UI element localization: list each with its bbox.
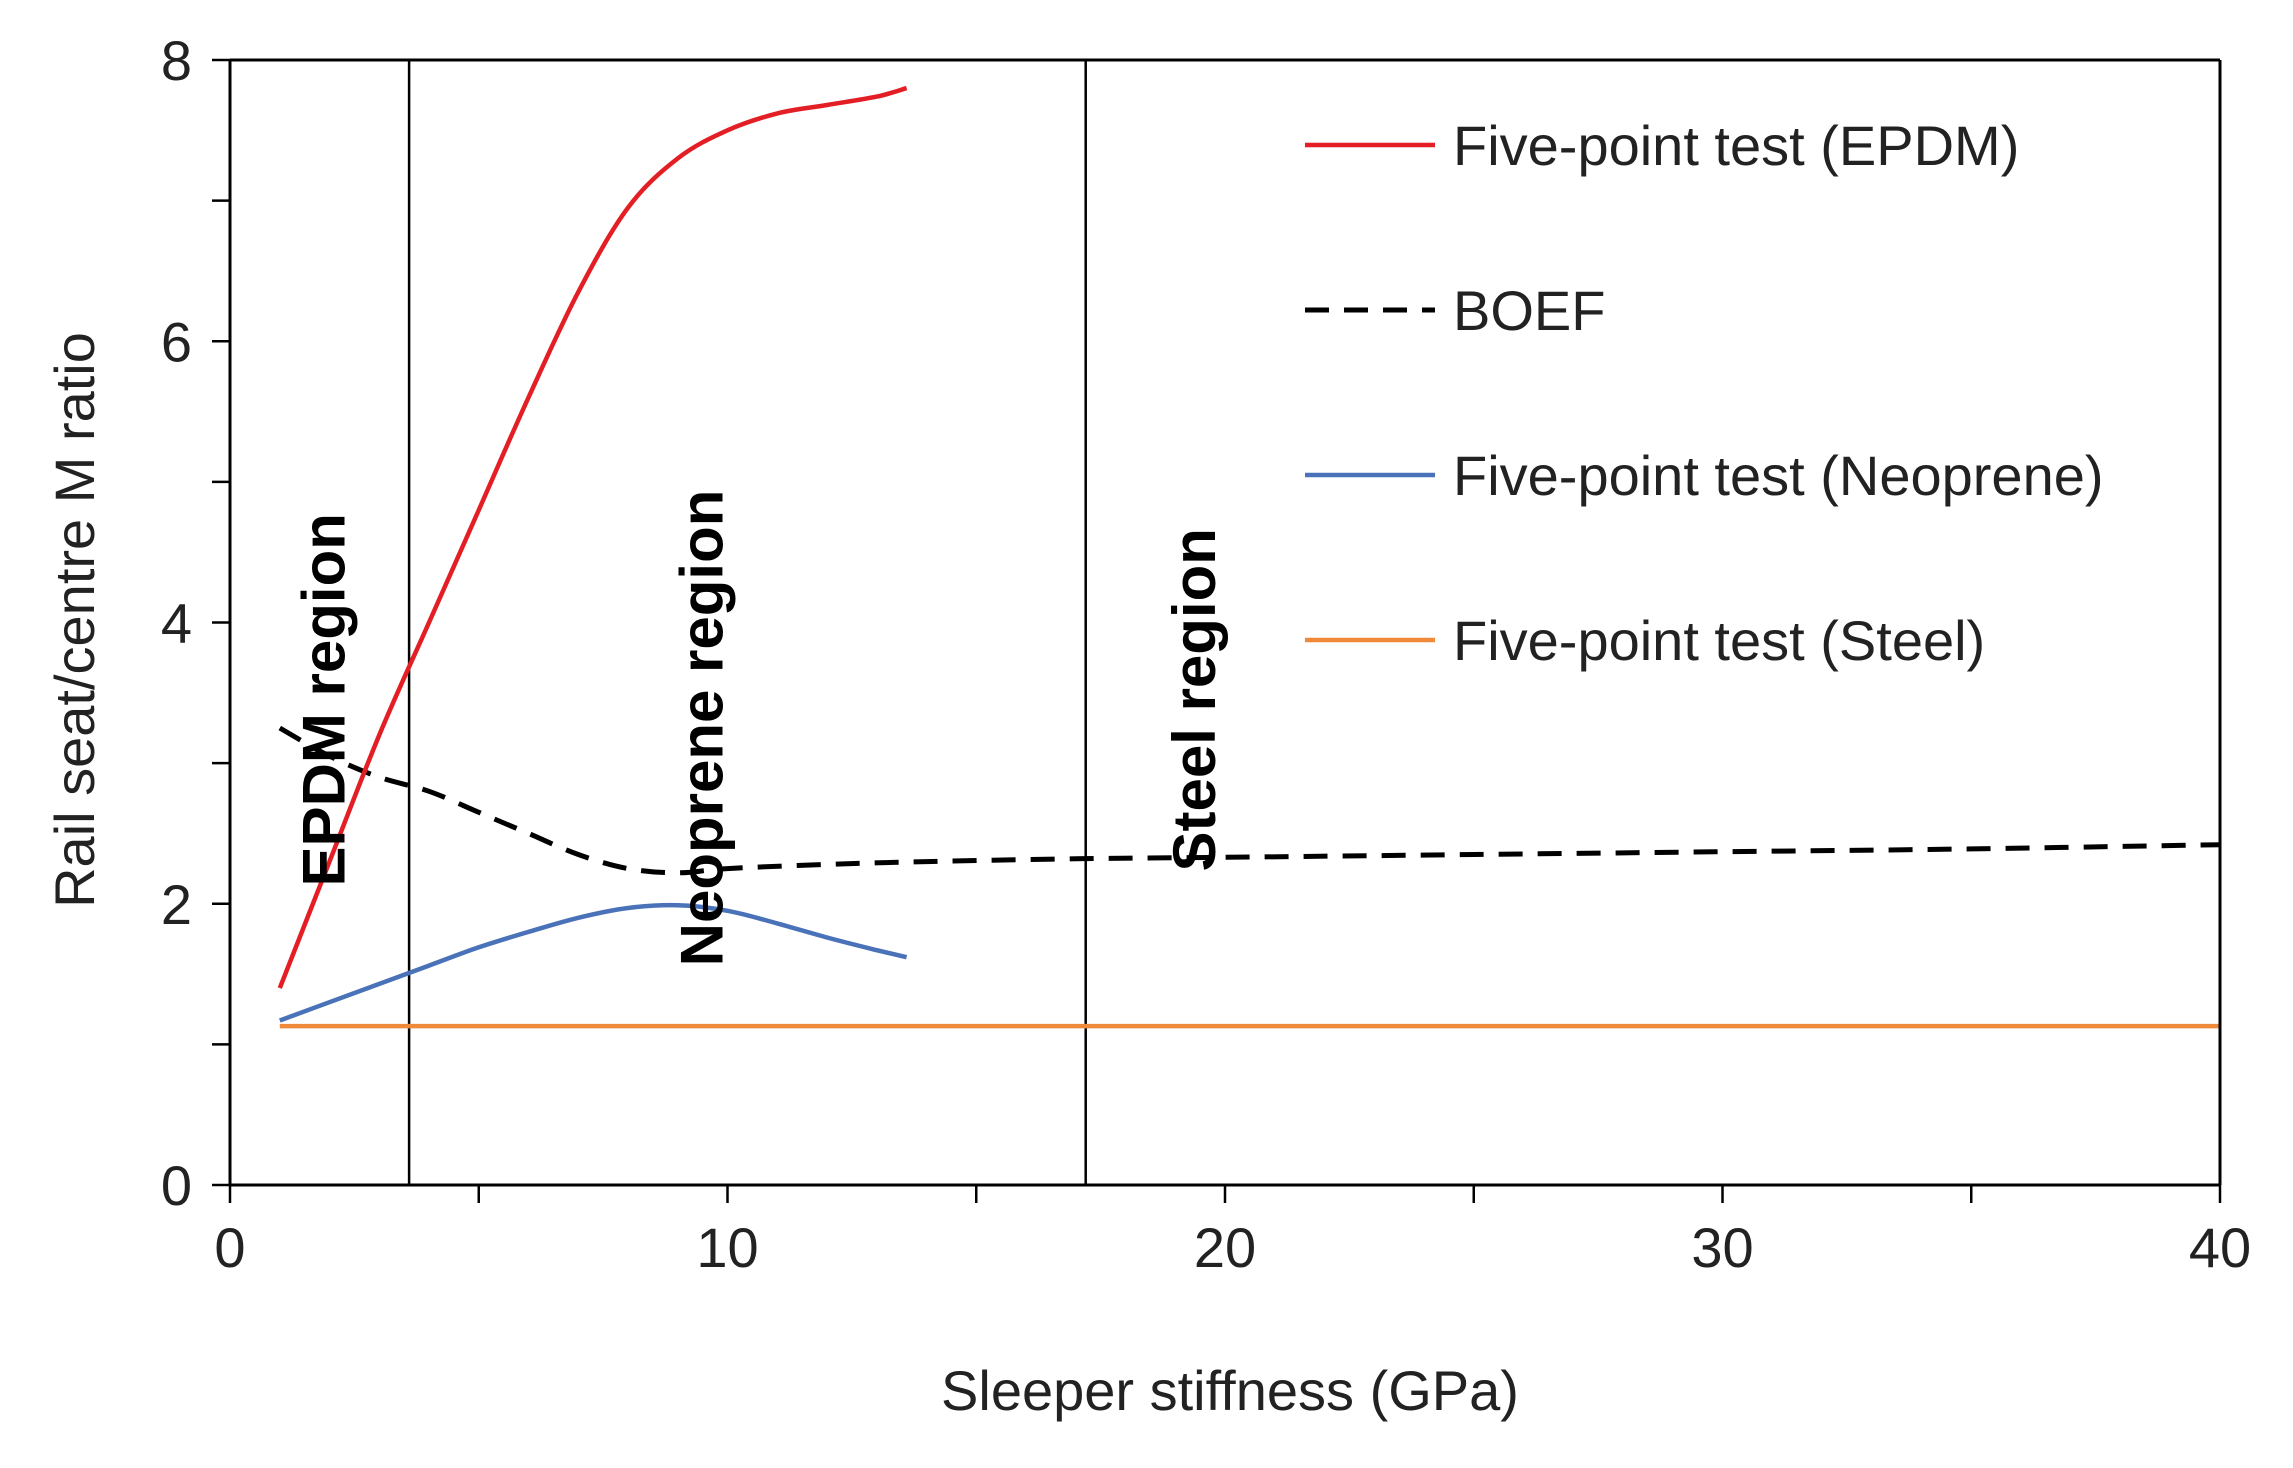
axes	[228, 58, 2222, 1187]
y-axis-title: Rail seat/centre M ratio	[43, 332, 106, 908]
x-tick-label: 20	[1194, 1216, 1256, 1279]
y-tick-label: 8	[161, 29, 192, 92]
x-tick-label: 10	[696, 1216, 758, 1279]
x-tick-label: 0	[214, 1216, 245, 1279]
y-tick-label: 4	[161, 592, 192, 655]
x-axis-title: Sleeper stiffness (GPa)	[941, 1359, 1519, 1422]
axis-ticks	[212, 58, 2222, 1203]
y-tick-label: 0	[161, 1154, 192, 1217]
y-tick-label: 6	[161, 310, 192, 373]
legend: Five-point test (EPDM) BOEF Five-point tes…	[1305, 114, 2104, 672]
region-labels: EPDM region Neoprene region Steel region	[290, 490, 1228, 967]
legend-label-steel: Five-point test (Steel)	[1453, 609, 1985, 672]
region-label-0: EPDM region	[290, 513, 357, 886]
y-tick-label: 2	[161, 873, 192, 936]
region-label-2: Steel region	[1161, 528, 1228, 871]
series-line-neoprene	[279, 902, 908, 1023]
legend-label-neoprene: Five-point test (Neoprene)	[1453, 444, 2104, 507]
legend-label-epdm: Five-point test (EPDM)	[1453, 114, 2019, 177]
x-tick-label: 40	[2189, 1216, 2251, 1279]
data-series	[277, 85, 2221, 1029]
series-line-boef	[278, 725, 2221, 876]
region-label-1: Neoprene region	[669, 490, 736, 967]
series-line-epdm	[277, 85, 908, 989]
legend-label-boef: BOEF	[1453, 279, 1605, 342]
region-divider-lines	[407, 60, 1087, 1185]
x-tick-label: 30	[1691, 1216, 1753, 1279]
tick-labels: 0 10 20 30 40 0 2 4 6 8	[161, 29, 2251, 1279]
